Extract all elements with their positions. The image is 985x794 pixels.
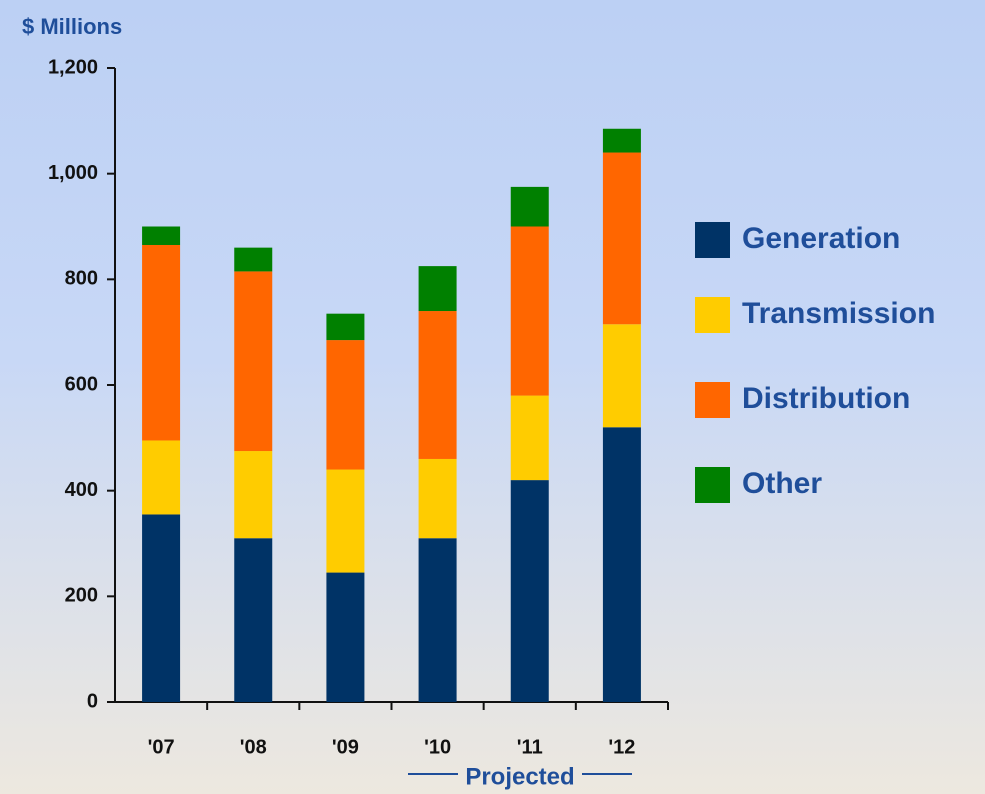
bar-segment xyxy=(602,324,641,428)
bar-segment xyxy=(326,313,365,341)
legend-label: Transmission xyxy=(742,297,935,330)
legend-swatch xyxy=(695,382,730,418)
y-tick-label: 400 xyxy=(65,479,98,501)
bar-segment xyxy=(326,572,365,702)
bar-segment xyxy=(142,226,181,245)
bar-segment xyxy=(234,271,273,452)
bar-segment xyxy=(510,226,549,396)
bar-segment xyxy=(418,311,457,459)
y-tick-label: 1,000 xyxy=(48,162,98,184)
bar-segment xyxy=(418,538,457,702)
bar-segment xyxy=(142,440,181,515)
bar-segment xyxy=(510,186,549,227)
legend-label: Other xyxy=(742,467,822,500)
bar-segment xyxy=(418,266,457,312)
annotation: Projected xyxy=(465,763,574,790)
bar-segment xyxy=(234,538,273,702)
x-tick-label: '11 xyxy=(517,736,543,758)
legend-label: Distribution xyxy=(742,382,910,415)
bar-segment xyxy=(510,395,549,481)
y-tick-label: 0 xyxy=(87,690,98,712)
legend-swatch xyxy=(695,467,730,503)
x-tick-label: '10 xyxy=(424,736,451,758)
x-tick-label: '07 xyxy=(148,736,175,758)
legend-label: Generation xyxy=(742,222,900,255)
bar-segment xyxy=(602,128,641,153)
bar-segment xyxy=(234,247,273,272)
legend-swatch xyxy=(695,297,730,333)
y-tick-label: 1,200 xyxy=(48,56,98,78)
y-tick-label: 200 xyxy=(65,585,98,607)
bar-segment xyxy=(326,469,365,573)
y-tick-label: 600 xyxy=(65,373,98,395)
y-tick-label: 800 xyxy=(65,268,98,290)
x-tick-label: '08 xyxy=(240,736,267,758)
y-axis-label: $ Millions xyxy=(22,14,122,39)
bar-segment xyxy=(418,458,457,539)
bar-segment xyxy=(142,244,181,441)
bar-segment xyxy=(510,480,549,702)
legend-swatch xyxy=(695,222,730,258)
bar-segment xyxy=(142,514,181,702)
bar-segment xyxy=(602,427,641,702)
x-tick-label: '09 xyxy=(332,736,359,758)
bar-segment xyxy=(602,152,641,325)
bar-segment xyxy=(234,451,273,539)
x-tick-label: '12 xyxy=(608,736,635,758)
bar-segment xyxy=(326,340,365,470)
